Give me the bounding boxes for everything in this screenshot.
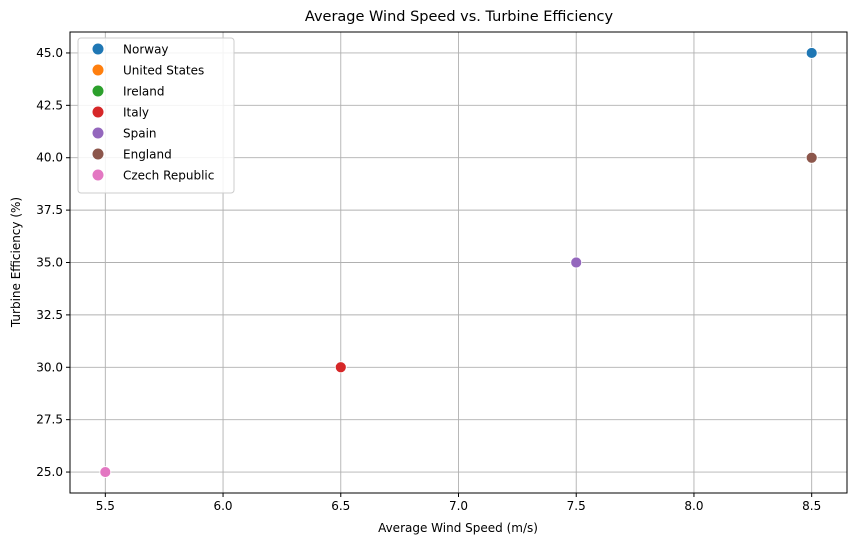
x-tick-label: 5.5 — [96, 499, 115, 513]
x-tick-label: 8.0 — [684, 499, 703, 513]
x-tick-label: 8.5 — [802, 499, 821, 513]
axis-ticks: 5.5 6.0 6.5 7.0 7.5 8.0 8.5 25.0 27.5 30.0 32.5 35.… — [36, 46, 821, 513]
x-tick-label: 6.0 — [213, 499, 232, 513]
legend-entry: United States — [123, 64, 204, 78]
x-tick-label: 7.0 — [449, 499, 468, 513]
legend-marker — [92, 85, 104, 97]
y-tick-label: 45.0 — [36, 46, 63, 60]
data-point — [99, 466, 112, 478]
legend-entry: England — [123, 148, 172, 162]
legend-marker — [92, 148, 104, 160]
y-tick-label: 27.5 — [36, 413, 63, 427]
legend-entry: Ireland — [123, 85, 165, 99]
data-point — [805, 151, 818, 164]
legend-entry: Czech Republic — [123, 169, 214, 183]
y-tick-label: 40.0 — [36, 151, 63, 165]
legend-marker — [92, 169, 104, 181]
legend-entry: Spain — [123, 127, 157, 141]
legend-marker — [92, 127, 104, 139]
legend-entry: Italy — [123, 106, 149, 120]
x-axis-label: Average Wind Speed (m/s) — [378, 521, 538, 535]
y-axis-label: Turbine Efficiency (%) — [9, 197, 23, 328]
grid — [70, 32, 847, 493]
legend: Norway United States Ireland Italy Spain Engl… — [77, 37, 235, 194]
y-tick-label: 42.5 — [36, 98, 63, 112]
legend-marker — [92, 43, 104, 55]
y-tick-label: 37.5 — [36, 203, 63, 217]
legend-entry: Norway — [123, 43, 169, 57]
data-points — [99, 47, 818, 478]
y-tick-label: 30.0 — [36, 360, 63, 374]
data-point — [334, 361, 347, 374]
legend-marker — [92, 64, 104, 76]
y-tick-label: 32.5 — [36, 308, 63, 322]
x-tick-label: 6.5 — [331, 499, 350, 513]
legend-box — [77, 37, 235, 194]
y-tick-label: 35.0 — [36, 256, 63, 270]
chart-title: Average Wind Speed vs. Turbine Efficienc… — [305, 9, 614, 25]
data-point — [570, 256, 583, 269]
legend-marker — [92, 106, 104, 118]
x-tick-label: 7.5 — [567, 499, 586, 513]
y-tick-label: 25.0 — [36, 465, 63, 479]
data-point — [805, 47, 818, 59]
